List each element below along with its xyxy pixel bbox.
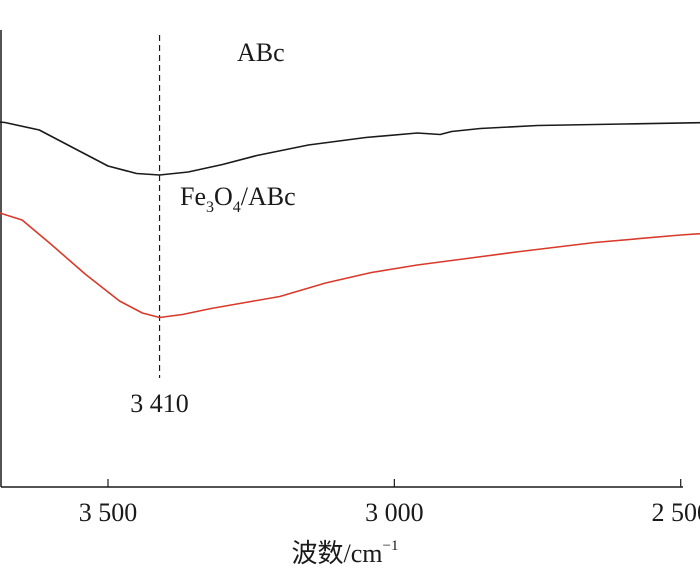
series-lines — [0, 121, 700, 319]
series-label-o: O — [214, 182, 233, 211]
series-label-fe: Fe — [180, 182, 206, 211]
series-line-fe3o4-abc — [0, 212, 700, 319]
x-axis-title-text: 波数/cm — [292, 539, 383, 568]
peak-label-3410: 3 410 — [130, 389, 189, 418]
series-label-sub-3: 3 — [206, 199, 214, 216]
x-tick-label-3500: 3 500 — [79, 498, 138, 527]
x-axis-title-sup: −1 — [383, 538, 399, 554]
chart-labels: ABc Fe3O4/ABc 波数/cm−1 — [180, 38, 398, 568]
series-label-fe3o4-abc: Fe3O4/ABc — [180, 182, 296, 216]
series-label-sub-4: 4 — [233, 199, 241, 216]
peak-reference-lines: 3 4102 0811 6201 4001 023578 — [130, 35, 189, 418]
x-tick-label-3000: 3 000 — [365, 498, 424, 527]
series-line-abc — [0, 121, 700, 176]
x-tick-label-2500: 2 500 — [651, 498, 700, 527]
series-label-abc-tail: /ABc — [241, 182, 296, 211]
x-axis-title: 波数/cm−1 — [292, 538, 399, 568]
series-label-abc: ABc — [237, 38, 285, 67]
